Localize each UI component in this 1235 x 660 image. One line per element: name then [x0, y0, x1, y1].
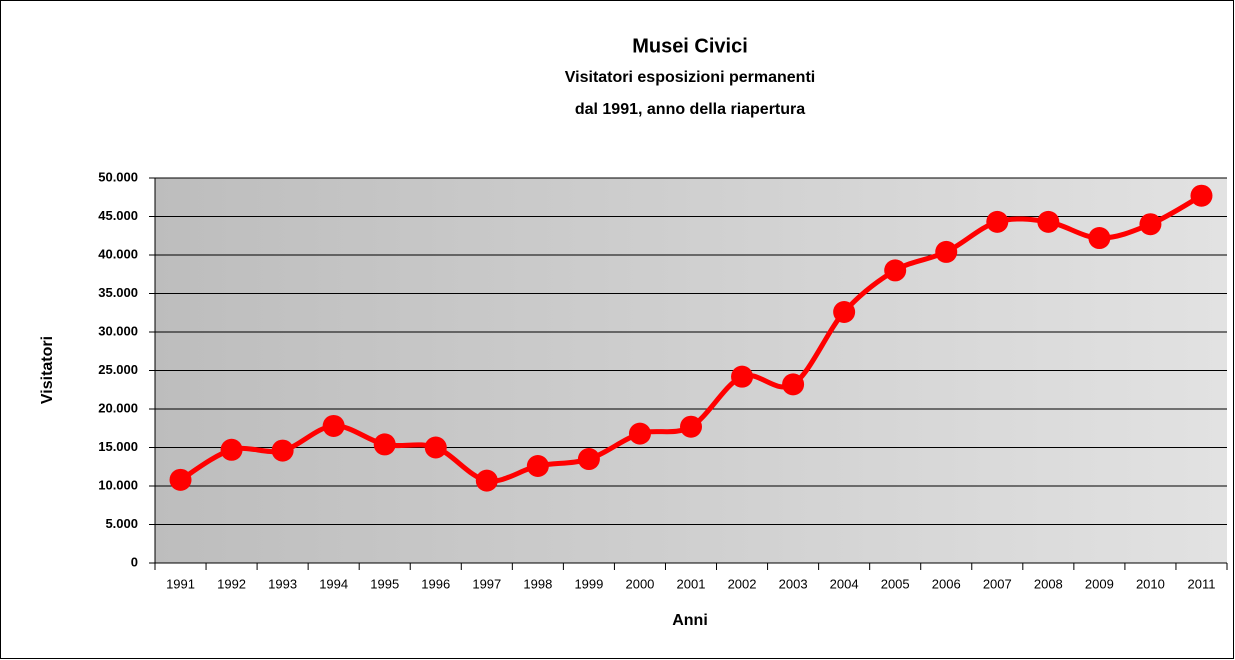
marker	[1190, 184, 1213, 207]
x-tick-label: 2003	[779, 576, 808, 591]
y-tick-label: 40.000	[98, 246, 138, 261]
x-tick-label: 2002	[728, 576, 757, 591]
y-tick-label: 50.000	[98, 169, 138, 184]
x-tick-label: 1997	[472, 576, 501, 591]
x-axis-title: Anni	[672, 612, 708, 629]
y-tick-label: 25.000	[98, 362, 138, 377]
marker	[782, 373, 805, 396]
y-tick-label: 15.000	[98, 439, 138, 454]
marker	[628, 422, 651, 445]
chart-subtitle: dal 1991, anno della riapertura	[575, 101, 805, 118]
marker	[1139, 213, 1162, 236]
marker	[322, 414, 345, 437]
chart-subtitle: Visitatori esposizioni permanenti	[565, 69, 815, 86]
x-tick-label: 1991	[166, 576, 195, 591]
x-tick-label: 1994	[319, 576, 348, 591]
x-tick-label: 1992	[217, 576, 246, 591]
marker	[577, 448, 600, 471]
marker	[986, 210, 1009, 233]
marker	[731, 365, 754, 388]
x-tick-label: 2010	[1136, 576, 1165, 591]
y-tick-label: 5.000	[105, 516, 138, 531]
x-tick-label: 2009	[1085, 576, 1114, 591]
x-tick-label: 2006	[932, 576, 961, 591]
x-tick-label: 1998	[523, 576, 552, 591]
marker	[220, 438, 243, 461]
x-tick-label: 2000	[625, 576, 654, 591]
chart-title: Musei Civici	[632, 35, 748, 57]
marker	[935, 240, 958, 263]
marker	[169, 468, 192, 491]
marker	[1088, 227, 1111, 250]
marker	[884, 259, 907, 282]
x-tick-label: 1999	[574, 576, 603, 591]
marker	[1037, 210, 1060, 233]
marker	[373, 433, 396, 456]
x-tick-label: 1993	[268, 576, 297, 591]
marker	[680, 415, 702, 438]
marker	[526, 454, 549, 477]
x-tick-label: 2007	[983, 576, 1012, 591]
y-tick-label: 0	[131, 554, 138, 569]
marker	[424, 436, 447, 459]
y-tick-label: 20.000	[98, 400, 138, 415]
x-tick-label: 1996	[421, 576, 450, 591]
y-axis-title: Visitatori	[39, 336, 56, 404]
x-tick-label: 2004	[830, 576, 859, 591]
x-tick-label: 2005	[881, 576, 910, 591]
x-tick-label: 2001	[677, 576, 706, 591]
marker	[833, 300, 856, 323]
y-tick-label: 35.000	[98, 285, 138, 300]
y-tick-label: 45.000	[98, 208, 138, 223]
marker	[475, 469, 498, 492]
x-tick-label: 1995	[370, 576, 399, 591]
y-tick-label: 30.000	[98, 323, 138, 338]
marker	[271, 439, 294, 462]
x-tick-label: 2011	[1187, 576, 1215, 591]
x-tick-label: 2008	[1034, 576, 1063, 591]
y-tick-label: 10.000	[98, 477, 138, 492]
